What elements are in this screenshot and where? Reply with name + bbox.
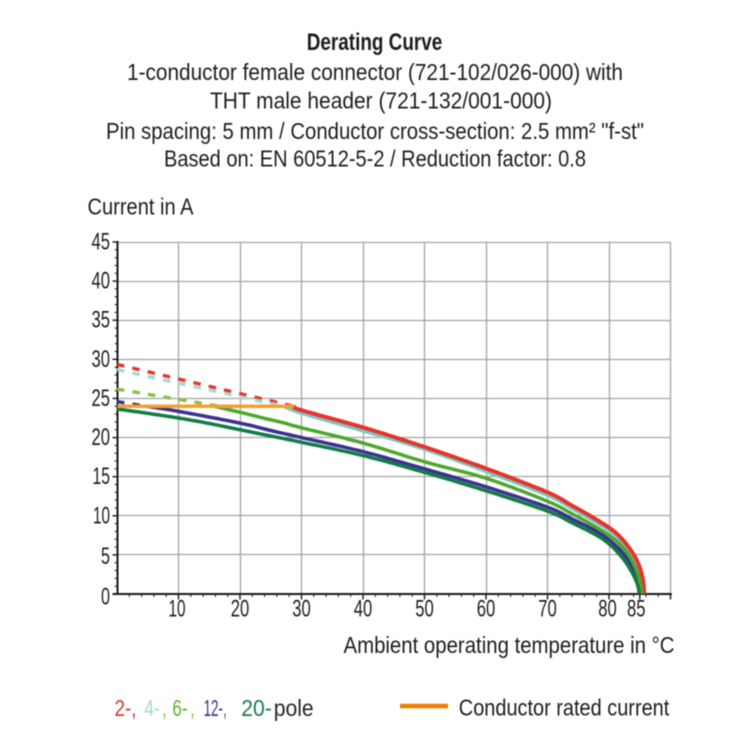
- svg-text:0: 0: [101, 584, 110, 611]
- svg-text:Pin spacing: 5 mm / Conductor: Pin spacing: 5 mm / Conductor cross-sect…: [106, 118, 644, 144]
- svg-text:20: 20: [231, 596, 250, 623]
- svg-text:60: 60: [477, 596, 496, 623]
- svg-text:Conductor rated current: Conductor rated current: [459, 695, 670, 721]
- svg-text:pole: pole: [274, 695, 314, 721]
- svg-text:70: 70: [538, 596, 557, 623]
- svg-text:15: 15: [93, 463, 111, 490]
- svg-text:THT male header (721-132/001-0: THT male header (721-132/001-000): [210, 88, 552, 114]
- svg-text:Derating Curve: Derating Curve: [307, 29, 443, 56]
- svg-text:35: 35: [92, 307, 111, 334]
- svg-text:25: 25: [92, 385, 111, 412]
- svg-text:,: ,: [223, 695, 226, 721]
- svg-text:10: 10: [169, 596, 186, 623]
- svg-text:50: 50: [415, 596, 434, 623]
- svg-text:30: 30: [92, 346, 111, 373]
- svg-text:1-conductor female connector (: 1-conductor female connector (721-102/02…: [127, 59, 623, 85]
- svg-text:4-: 4-: [144, 695, 159, 721]
- svg-text:20: 20: [92, 424, 111, 451]
- svg-text:85: 85: [627, 596, 646, 623]
- svg-text:30: 30: [292, 596, 311, 623]
- svg-text:Based on: EN 60512-5-2 / Reduc: Based on: EN 60512-5-2 / Reduction facto…: [164, 146, 586, 172]
- svg-text:,: ,: [163, 695, 167, 721]
- svg-text:5: 5: [101, 543, 110, 570]
- svg-text:80: 80: [598, 596, 617, 623]
- svg-text:45: 45: [92, 229, 111, 256]
- svg-text:2-,: 2-,: [115, 695, 137, 721]
- svg-text:Current in A: Current in A: [88, 194, 194, 220]
- svg-text:20-: 20-: [241, 695, 271, 721]
- svg-text:6-: 6-: [172, 695, 187, 721]
- svg-text:,: ,: [191, 695, 195, 721]
- svg-text:40: 40: [92, 268, 111, 295]
- svg-text:10: 10: [93, 502, 110, 529]
- svg-text:Ambient operating temperature: Ambient operating temperature in °C: [344, 632, 675, 658]
- svg-text:40: 40: [354, 596, 373, 623]
- svg-text:12-: 12-: [204, 695, 223, 721]
